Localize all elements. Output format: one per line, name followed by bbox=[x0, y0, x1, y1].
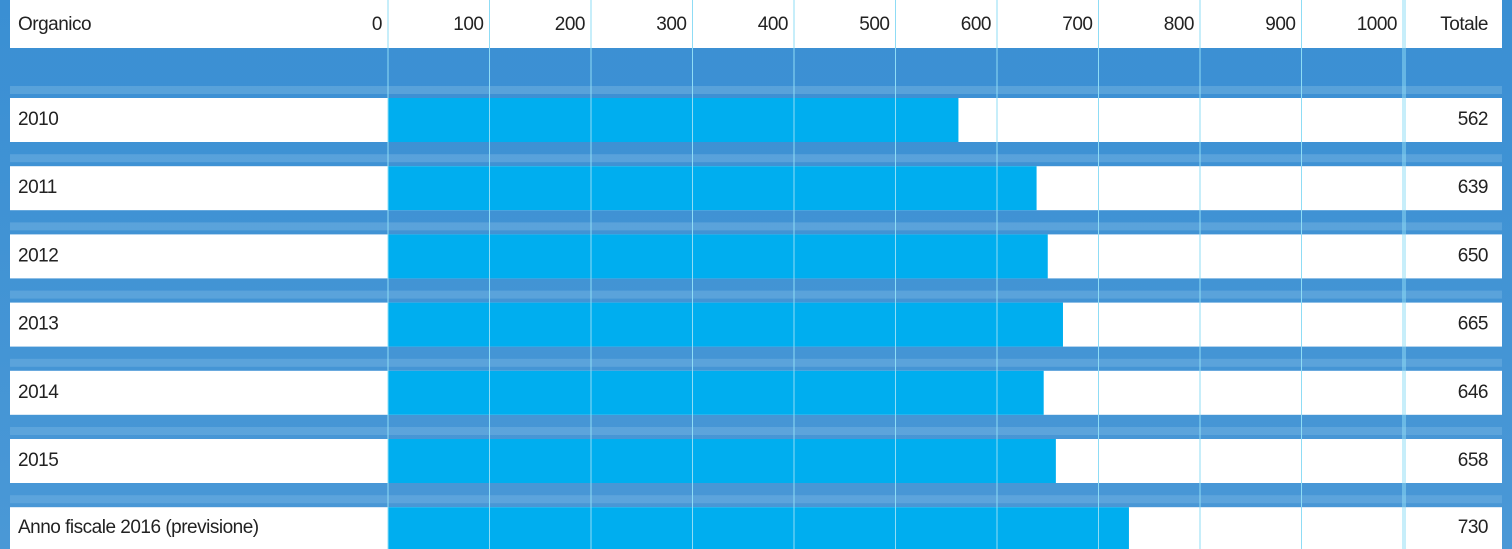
category-label: Anno fiscale 2016 (previsione) bbox=[18, 517, 259, 538]
row-band bbox=[10, 358, 1502, 367]
x-tick-label: 1000 bbox=[1357, 14, 1397, 35]
bar bbox=[388, 166, 1037, 211]
grid bbox=[387, 0, 1406, 549]
row-band bbox=[10, 290, 1502, 299]
total-label: 646 bbox=[1458, 382, 1488, 403]
labels: Organico Totale 2010 562 2011 639 2012 650 2013 6… bbox=[18, 14, 1489, 538]
rows bbox=[10, 0, 1502, 549]
bar bbox=[388, 439, 1056, 483]
row-band bbox=[10, 427, 1502, 435]
bar bbox=[388, 370, 1044, 415]
row-band bbox=[10, 86, 1502, 94]
row-band bbox=[10, 154, 1502, 163]
x-tick-label: 800 bbox=[1164, 14, 1194, 35]
x-tick-label: 100 bbox=[453, 14, 483, 35]
category-label: 2014 bbox=[18, 382, 59, 403]
category-label: 2015 bbox=[18, 450, 58, 471]
header-row bbox=[10, 0, 1502, 48]
x-tick-label: 400 bbox=[758, 14, 788, 35]
total-header: Totale bbox=[1440, 14, 1488, 35]
total-label: 658 bbox=[1458, 450, 1488, 471]
category-header: Organico bbox=[18, 14, 91, 35]
bar bbox=[388, 302, 1063, 347]
x-tick-label: 700 bbox=[1062, 14, 1092, 35]
total-label: 650 bbox=[1458, 245, 1488, 266]
bar bbox=[388, 507, 1129, 549]
total-label: 639 bbox=[1458, 177, 1488, 198]
category-label: 2012 bbox=[18, 245, 58, 266]
row-band bbox=[10, 495, 1502, 504]
total-label: 562 bbox=[1458, 109, 1488, 130]
bar bbox=[388, 98, 959, 142]
category-label: 2013 bbox=[18, 314, 58, 335]
x-tick-label: 200 bbox=[555, 14, 585, 35]
x-tick-label: 600 bbox=[961, 14, 991, 35]
row-band bbox=[10, 222, 1502, 231]
bar bbox=[388, 234, 1048, 279]
x-tick-label: 0 bbox=[372, 14, 382, 35]
x-tick-label: 900 bbox=[1265, 14, 1295, 35]
total-label: 665 bbox=[1458, 314, 1488, 335]
x-tick-label: 300 bbox=[656, 14, 686, 35]
category-label: 2010 bbox=[18, 109, 58, 130]
x-tick-label: 500 bbox=[859, 14, 889, 35]
total-label: 730 bbox=[1458, 517, 1488, 538]
category-label: 2011 bbox=[18, 177, 57, 198]
